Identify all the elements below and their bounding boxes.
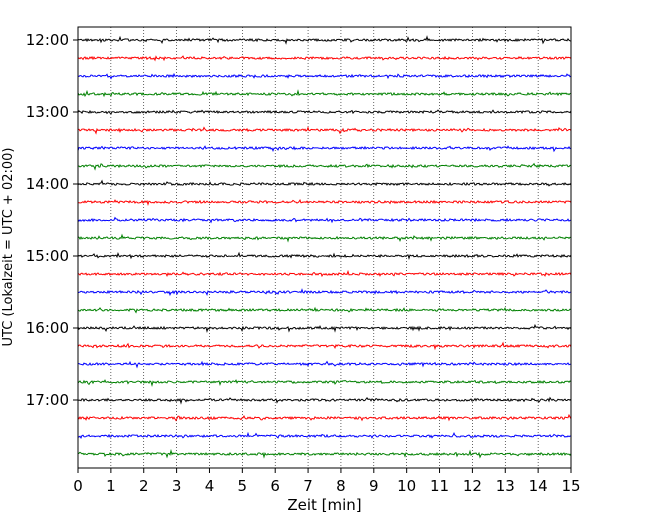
trace-line <box>77 379 572 388</box>
x-tick-label: 6 <box>270 477 280 495</box>
trace-line <box>77 216 572 224</box>
trace-line <box>77 396 572 405</box>
x-tick-label: 1 <box>106 477 116 495</box>
x-axis-ticks: 0 1 2 3 4 5 6 7 8 9 10 11 12 13 14 15 <box>73 468 581 495</box>
trace-line <box>77 269 572 278</box>
trace-line <box>77 126 572 135</box>
x-tick-label: 5 <box>238 477 248 495</box>
trace-line <box>77 198 572 206</box>
trace-line <box>77 341 572 351</box>
trace-line <box>77 233 572 243</box>
y-tick-label: 12:00 <box>26 31 69 49</box>
plot-frame <box>77 26 572 469</box>
x-tick-label: 12 <box>463 477 482 495</box>
trace-line <box>77 35 572 45</box>
trace-line <box>77 360 571 369</box>
x-tick-label: 11 <box>430 477 449 495</box>
trace-line <box>77 306 572 314</box>
x-tick-label: 8 <box>336 477 346 495</box>
trace-line <box>77 89 572 98</box>
x-tick-label: 7 <box>303 477 313 495</box>
trace-line <box>77 431 572 440</box>
x-tick-label: 3 <box>172 477 182 495</box>
x-tick-label: 13 <box>496 477 515 495</box>
trace-line <box>77 72 572 80</box>
x-tick-label: 4 <box>205 477 215 495</box>
x-tick-label: 2 <box>139 477 149 495</box>
trace-line <box>77 55 572 62</box>
x-tick-label: 9 <box>369 477 379 495</box>
x-axis-label: Zeit [min] <box>287 496 361 514</box>
y-tick-label: 14:00 <box>26 175 69 193</box>
x-tick-label: 0 <box>73 477 83 495</box>
y-tick-label: 17:00 <box>26 391 69 409</box>
trace-line <box>77 251 572 261</box>
trace-line <box>77 109 572 115</box>
trace-line <box>77 288 572 297</box>
y-axis-ticks: 12:00 13:00 14:00 15:00 16:00 17:00 <box>26 31 78 409</box>
trace-line <box>77 145 572 153</box>
y-axis-label: UTC (Lokalzeit = UTC + 02:00) <box>1 148 16 347</box>
trace-line <box>77 162 572 171</box>
y-tick-label: 13:00 <box>26 103 69 121</box>
y-tick-label: 15:00 <box>26 247 69 265</box>
x-tick-label: 14 <box>529 477 548 495</box>
x-tick-label: 10 <box>397 477 416 495</box>
trace-line <box>77 413 572 422</box>
trace-line <box>77 448 572 459</box>
trace-line <box>77 179 572 187</box>
trace-line <box>77 323 572 333</box>
y-tick-label: 16:00 <box>26 319 69 337</box>
x-tick-label: 15 <box>561 477 580 495</box>
trace-group <box>77 35 572 459</box>
